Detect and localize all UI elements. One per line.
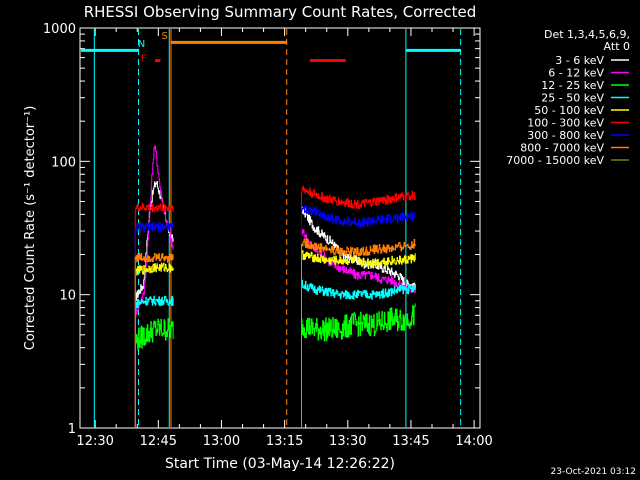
flag-letter: F (141, 54, 147, 65)
flag-letter: S (161, 31, 167, 42)
series-line-800-7000-kev (134, 253, 174, 428)
series-line-100-300-kev (134, 202, 174, 428)
legend-label: 7000 - 15000 keV (506, 154, 604, 167)
x-tick-label: 13:00 (203, 434, 240, 449)
legend-item: 6 - 12 keV (548, 67, 629, 80)
x-tick-label: 13:30 (329, 434, 366, 449)
legend-item: 7000 - 15000 keV (506, 154, 629, 167)
series-line-6-12-kev (301, 229, 416, 428)
series-line-800-7000-kev (301, 238, 416, 428)
legend-item: 100 - 300 keV (527, 117, 629, 130)
y-axis-label: Corrected Count Rate (s⁻¹ detector⁻¹) (23, 106, 38, 351)
plot-area: NF S (81, 29, 462, 428)
y-tick-label: 1000 (43, 22, 76, 37)
legend-label: 800 - 7000 keV (520, 142, 604, 155)
x-axis-label: Start Time (03-May-14 12:26:22) (165, 456, 395, 472)
flag-letter: N (138, 39, 145, 50)
plot-frame (79, 27, 481, 429)
legend-item: 3 - 6 keV (555, 54, 629, 67)
legend-item: 12 - 25 keV (541, 79, 629, 92)
y-tick-label: 100 (51, 155, 76, 170)
x-tick-label: 13:15 (266, 434, 303, 449)
legend-item: 25 - 50 keV (541, 92, 629, 105)
x-tick-label: 14:00 (455, 434, 492, 449)
legend-label: 300 - 800 keV (527, 129, 604, 142)
x-tick-label: 12:45 (140, 434, 177, 449)
legend-label: 3 - 6 keV (555, 54, 604, 67)
series-line-3-6-kev (301, 206, 416, 428)
series-line-12-25-kev (134, 318, 174, 428)
legend-header: Det 1,3,4,5,6,9, (544, 28, 630, 41)
legend-label: 6 - 12 keV (548, 67, 604, 80)
legend-label: 25 - 50 keV (541, 92, 604, 105)
series-line-25-50-kev (301, 279, 416, 428)
legend-item: 800 - 7000 keV (520, 142, 629, 155)
footer-timestamp: 23-Oct-2021 03:12 (551, 467, 636, 477)
series-line-300-800-kev (134, 222, 174, 428)
y-tick-label: 1 (68, 422, 76, 437)
x-tick-label: 13:45 (392, 434, 429, 449)
chart-title: RHESSI Observing Summary Count Rates, Co… (84, 3, 477, 21)
legend-label: 100 - 300 keV (527, 117, 604, 130)
series-line-100-300-kev (301, 185, 416, 428)
legend-item: 300 - 800 keV (527, 129, 629, 142)
series-line-12-25-kev (301, 303, 416, 428)
y-tick-label: 10 (59, 289, 76, 304)
series-line-50-100-kev (301, 250, 416, 428)
x-tick-label: 12:30 (76, 434, 113, 449)
series-line-300-800-kev (301, 205, 416, 428)
series-line-25-50-kev (134, 295, 174, 428)
legend-item: 50 - 100 keV (534, 104, 629, 117)
legend-label: 12 - 25 keV (541, 79, 604, 92)
legend-header: Att 0 (604, 40, 630, 53)
axis-ticks: 12:30 12:45 13:00 13:15 13:30 13:45 14:00 1 10 10… (43, 22, 493, 449)
legend-label: 50 - 100 keV (534, 104, 604, 117)
series-line-50-100-kev (134, 262, 174, 428)
